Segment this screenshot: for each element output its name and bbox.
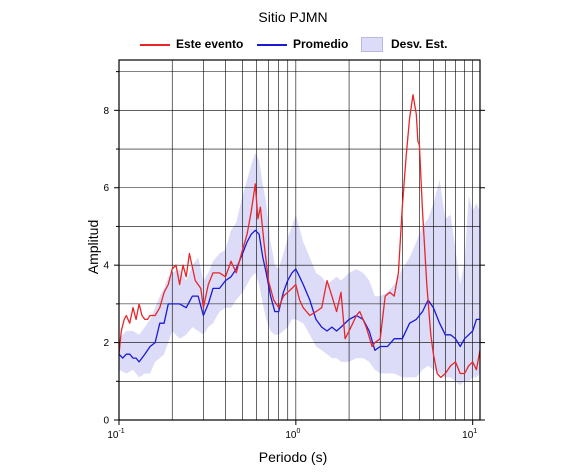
y-tick-label: 4 [103, 261, 109, 272]
series-line-este-evento [118, 94, 481, 379]
legend-label-mean: Promedio [293, 37, 349, 51]
legend-label-event: Este evento [176, 37, 244, 51]
chart-title: Sitio PJMN [258, 9, 328, 25]
legend-swatch-event [140, 43, 170, 46]
x-tick-exponent: 1 [473, 428, 477, 435]
legend-label-std: Desv. Est. [391, 37, 448, 51]
x-tick-label: 101 [462, 428, 477, 441]
x-tick-label: 10-1 [107, 428, 124, 441]
series-line-promedio [118, 229, 480, 363]
y-tick-label: 0 [103, 416, 109, 427]
x-tick-label: 100 [285, 428, 300, 441]
y-tick-label: 2 [103, 338, 109, 349]
legend-item-event: Este evento [140, 37, 243, 51]
x-tick-exponent: -1 [118, 428, 124, 435]
plot-frame [118, 59, 481, 421]
y-tick-label: 8 [103, 106, 109, 117]
legend-item-mean: Promedio [257, 37, 348, 51]
x-tick-exponent: 0 [296, 428, 300, 435]
std-band [119, 152, 480, 386]
legend-swatch-std [361, 37, 383, 53]
legend-swatch-mean [257, 43, 287, 46]
x-axis-label: Periodo (s) [258, 449, 328, 465]
y-tick-label: 6 [103, 183, 109, 194]
legend-item-std: Desv. Est. [361, 37, 448, 53]
